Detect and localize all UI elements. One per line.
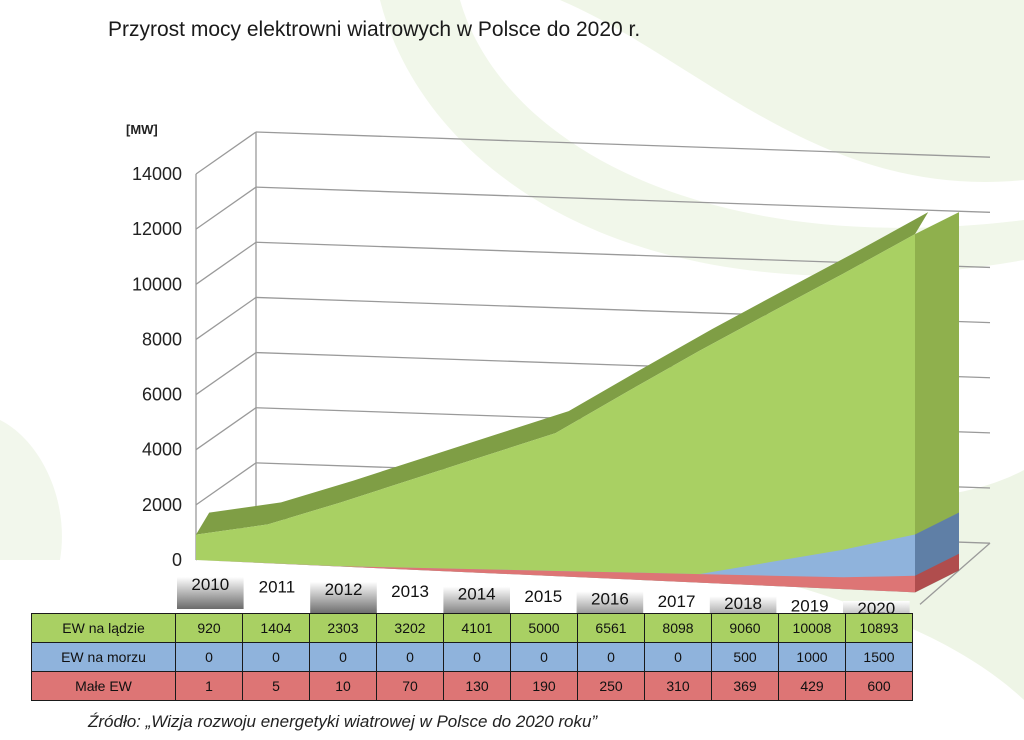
table-cell: 310 <box>644 671 712 701</box>
table-cell: 1404 <box>242 613 310 643</box>
source-note: Źródło: „Wizja rozwoju energetyki wiatro… <box>88 712 598 731</box>
table-cell: 130 <box>443 671 511 701</box>
table-cell: 250 <box>577 671 645 701</box>
table-cell: 2303 <box>309 613 377 643</box>
gridline-side <box>195 131 257 175</box>
x-tick-tab <box>177 577 244 609</box>
table-cell: 10008 <box>778 613 846 643</box>
gridline-side <box>195 241 257 285</box>
gridline-back <box>255 131 991 158</box>
x-tick-label: 2012 <box>325 580 363 599</box>
table-cell: 920 <box>175 613 243 643</box>
table-cell: 5000 <box>510 613 578 643</box>
gridline-side <box>195 186 257 230</box>
y-axis-unit: [MW] <box>126 122 158 137</box>
table-row: EW na morzu 0 0 0 0 0 0 0 0 500 1000 1500 <box>31 642 913 672</box>
chart-title: Przyrost mocy elektrowni wiatrowych w Po… <box>108 18 641 41</box>
x-tick-label: 2019 <box>791 597 829 616</box>
y-tick-label: 14000 <box>132 164 182 184</box>
table-cell: 190 <box>510 671 578 701</box>
table-cell: 1 <box>175 671 243 701</box>
x-tick-label: 2016 <box>591 589 629 608</box>
table-cell: 9060 <box>711 613 779 643</box>
y-tick-label: 4000 <box>142 440 182 460</box>
y-tick-label: 10000 <box>132 274 182 294</box>
table-cell: 0 <box>175 642 243 672</box>
y-axis: 0 2000 4000 6000 8000 10000 12000 14000 [MW] <box>126 122 182 570</box>
table-cell: 4101 <box>443 613 511 643</box>
y-tick-label: 2000 <box>142 495 182 515</box>
series-label: EW na morzu <box>31 642 176 672</box>
x-tick-label: 2014 <box>458 585 496 604</box>
table-row: Małe EW 1 5 10 70 130 190 250 310 369 429 600 <box>31 671 913 701</box>
table-cell: 0 <box>376 642 444 672</box>
table-cell: 3202 <box>376 613 444 643</box>
series-label: EW na lądzie <box>31 613 176 643</box>
floor-right-line <box>919 542 991 605</box>
small-area <box>196 559 915 593</box>
table-cell: 0 <box>443 642 511 672</box>
series-label: Małe EW <box>31 671 176 701</box>
table-cell: 0 <box>644 642 712 672</box>
x-tick-label: 2018 <box>724 594 762 613</box>
table-cell: 10 <box>309 671 377 701</box>
y-tick-label: 0 <box>172 550 182 570</box>
table-cell: 10893 <box>845 613 913 643</box>
table-cell: 5 <box>242 671 310 701</box>
x-tick-label: 2015 <box>524 587 562 606</box>
x-tick-label: 2011 <box>259 577 296 596</box>
table-cell: 0 <box>577 642 645 672</box>
y-tick-label: 12000 <box>132 219 182 239</box>
land-area-side <box>915 212 959 593</box>
table-cell: 0 <box>309 642 377 672</box>
y-tick-label: 8000 <box>142 329 182 349</box>
x-axis: 2010 2011 2012 2013 2014 2015 2016 2017 2018 2019… <box>177 575 910 633</box>
table-cell: 0 <box>510 642 578 672</box>
small-area-side <box>915 553 959 593</box>
table-cell: 6561 <box>577 613 645 643</box>
table-cell: 600 <box>845 671 913 701</box>
y-tick-label: 6000 <box>142 385 182 405</box>
table-cell: 8098 <box>644 613 712 643</box>
table-cell: 369 <box>711 671 779 701</box>
gridline-side <box>195 296 257 340</box>
table-cell: 1500 <box>845 642 913 672</box>
data-table: EW na lądzie 920 1404 2303 3202 4101 5000 6561 8… <box>31 613 913 701</box>
table-cell: 0 <box>242 642 310 672</box>
table-cell: 70 <box>376 671 444 701</box>
gridline-side <box>195 407 257 451</box>
gridline-side <box>195 462 257 506</box>
x-tick-label: 2010 <box>191 575 229 594</box>
gridline-back <box>255 186 991 213</box>
gridline-side <box>195 352 257 396</box>
table-cell: 429 <box>778 671 846 701</box>
table-cell: 1000 <box>778 642 846 672</box>
chart-areas <box>196 212 959 593</box>
x-tick-tab <box>310 581 377 614</box>
table-cell: 500 <box>711 642 779 672</box>
table-row: EW na lądzie 920 1404 2303 3202 4101 5000 6561 8… <box>31 613 913 643</box>
land-area <box>196 234 915 593</box>
x-tick-label: 2013 <box>391 582 429 601</box>
x-tick-label: 2017 <box>658 592 696 611</box>
